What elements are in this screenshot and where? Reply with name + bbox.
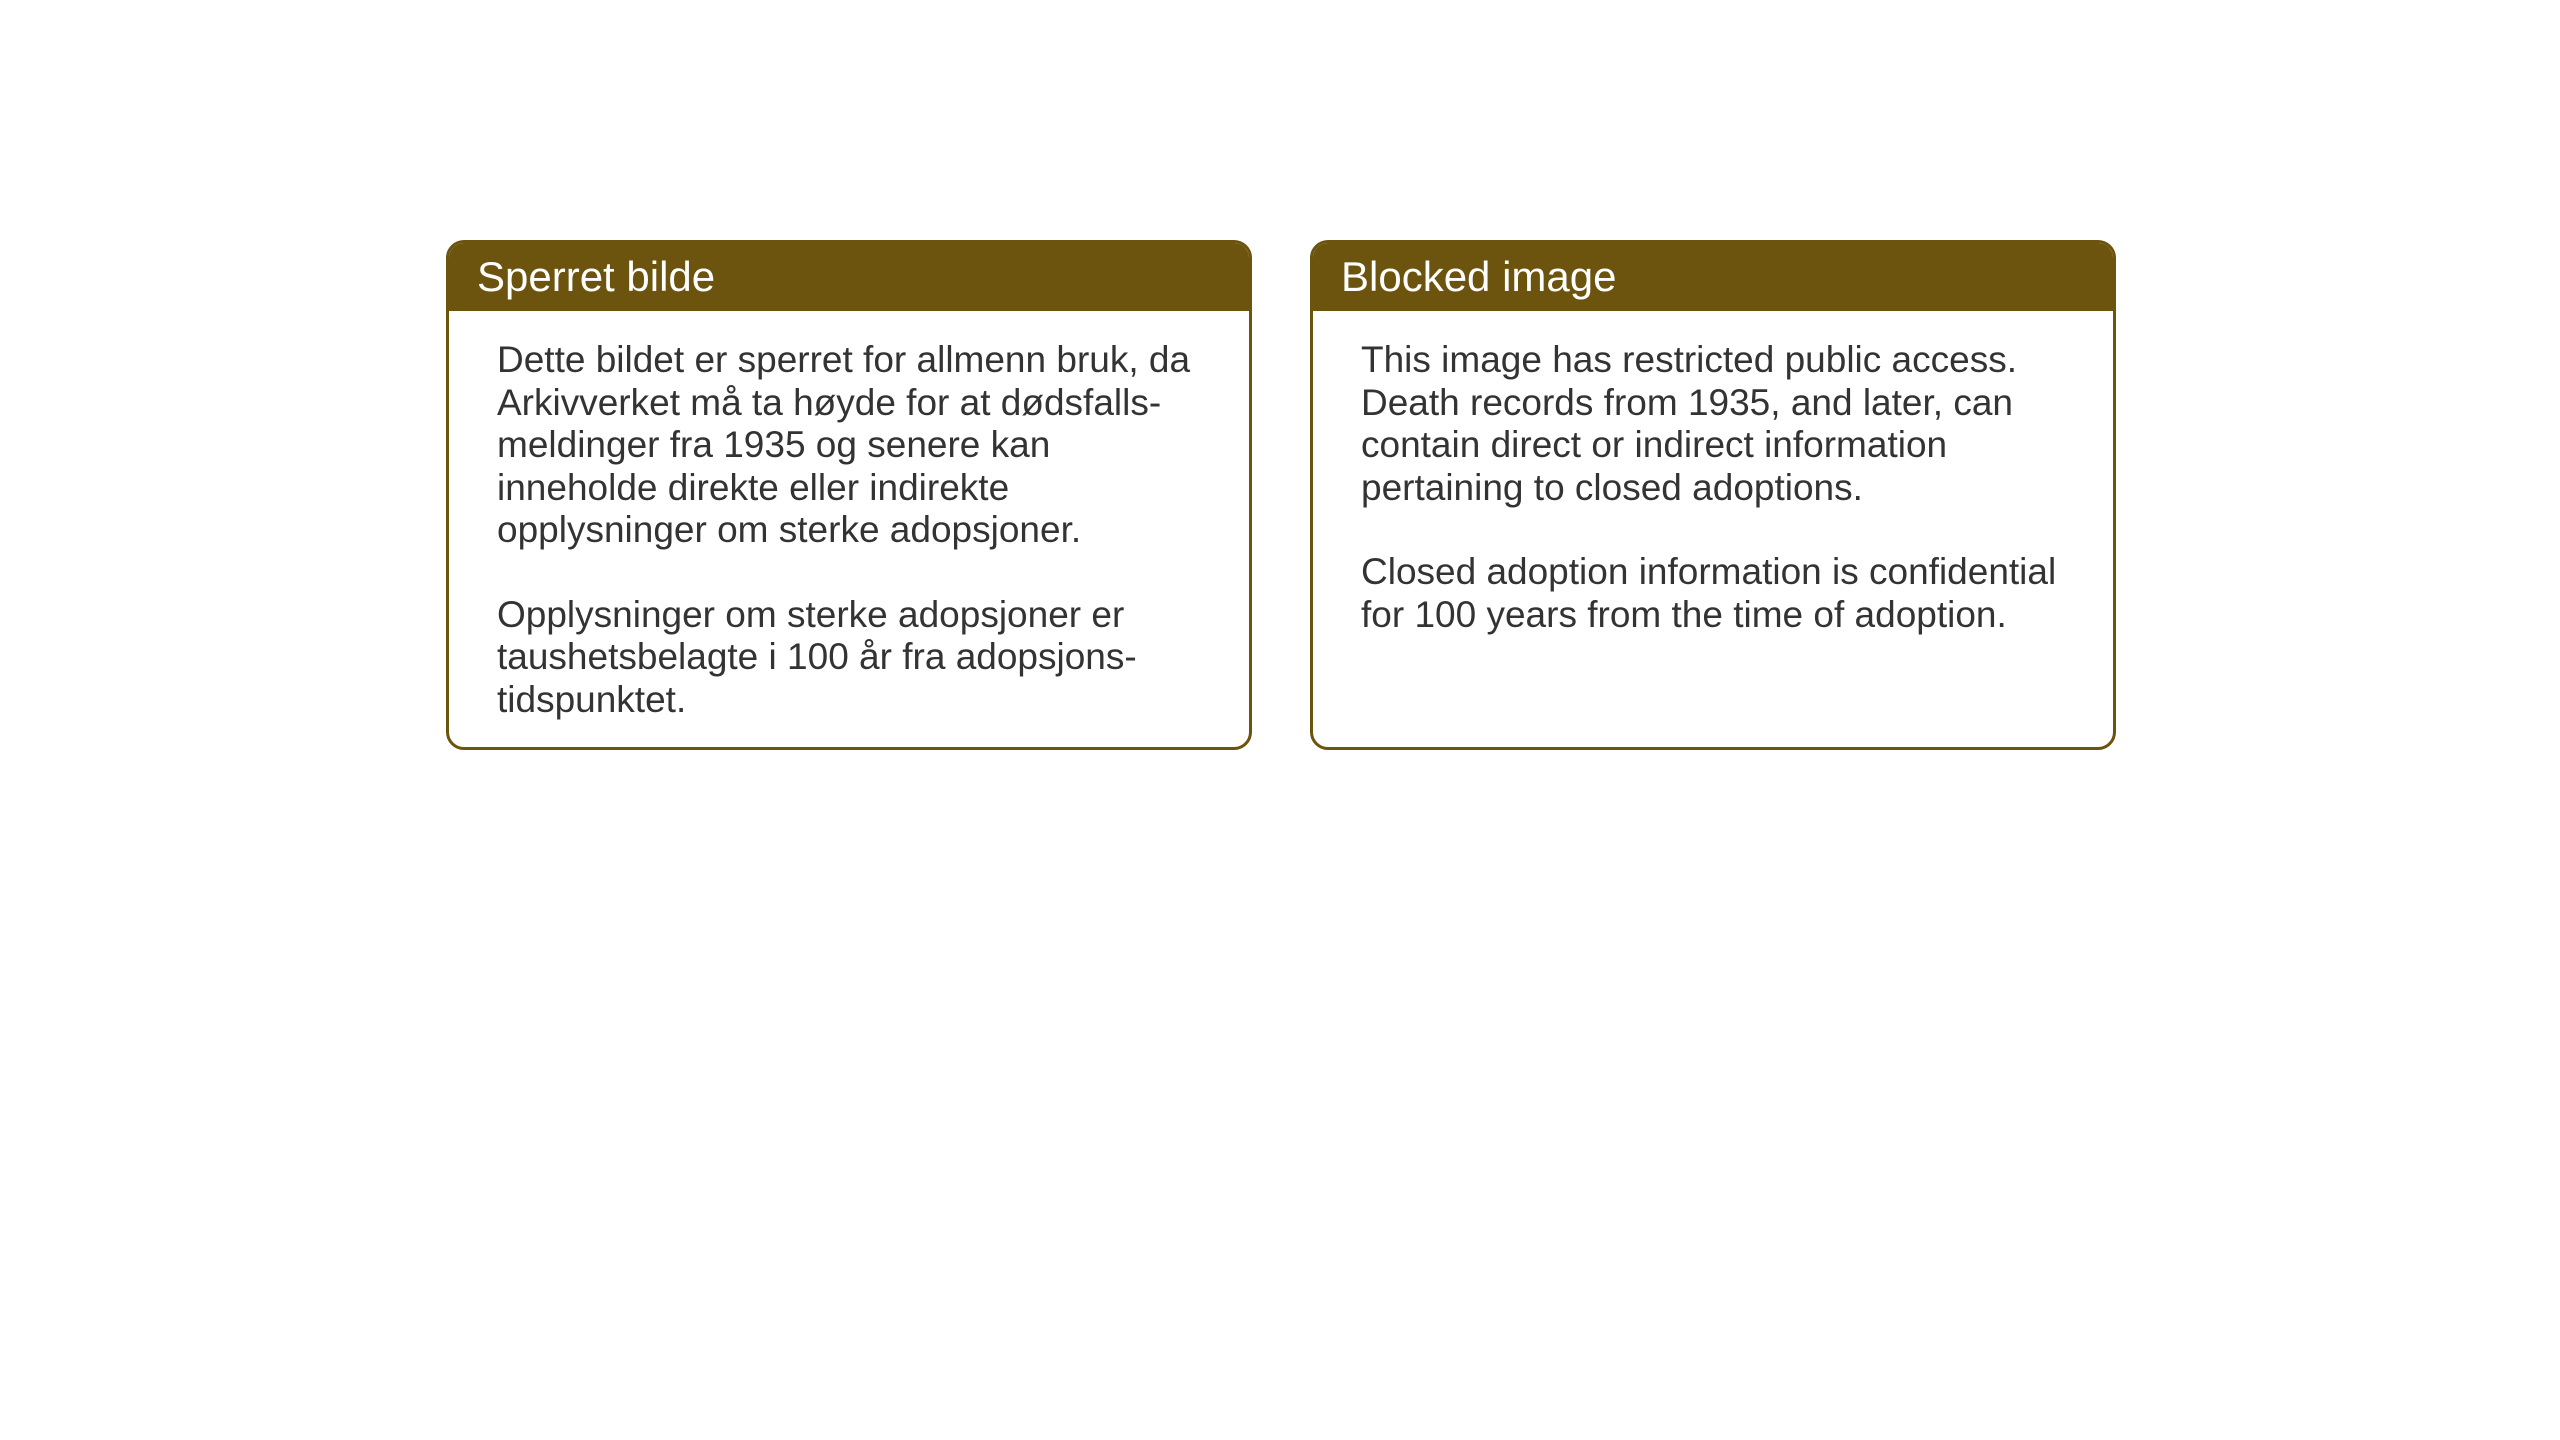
norwegian-card-body: Dette bildet er sperret for allmenn bruk… (449, 311, 1249, 749)
norwegian-card-title: Sperret bilde (449, 243, 1249, 311)
english-card-body: This image has restricted public access.… (1313, 311, 2113, 664)
notice-container: Sperret bilde Dette bildet er sperret fo… (446, 240, 2116, 750)
norwegian-paragraph-2: Opplysninger om sterke adopsjoner er tau… (497, 594, 1201, 722)
english-card-title: Blocked image (1313, 243, 2113, 311)
english-paragraph-2: Closed adoption information is confident… (1361, 551, 2065, 636)
english-notice-card: Blocked image This image has restricted … (1310, 240, 2116, 750)
english-paragraph-1: This image has restricted public access.… (1361, 339, 2065, 509)
norwegian-notice-card: Sperret bilde Dette bildet er sperret fo… (446, 240, 1252, 750)
norwegian-paragraph-1: Dette bildet er sperret for allmenn bruk… (497, 339, 1201, 552)
